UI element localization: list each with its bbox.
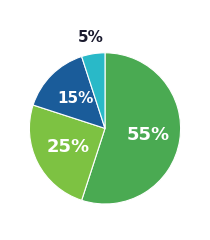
Wedge shape [29,105,105,200]
Wedge shape [82,53,105,128]
Wedge shape [82,53,181,204]
Text: 25%: 25% [46,138,89,156]
Wedge shape [33,56,105,128]
Text: 5%: 5% [78,30,104,45]
Text: 15%: 15% [57,91,94,107]
Text: 55%: 55% [127,126,170,144]
